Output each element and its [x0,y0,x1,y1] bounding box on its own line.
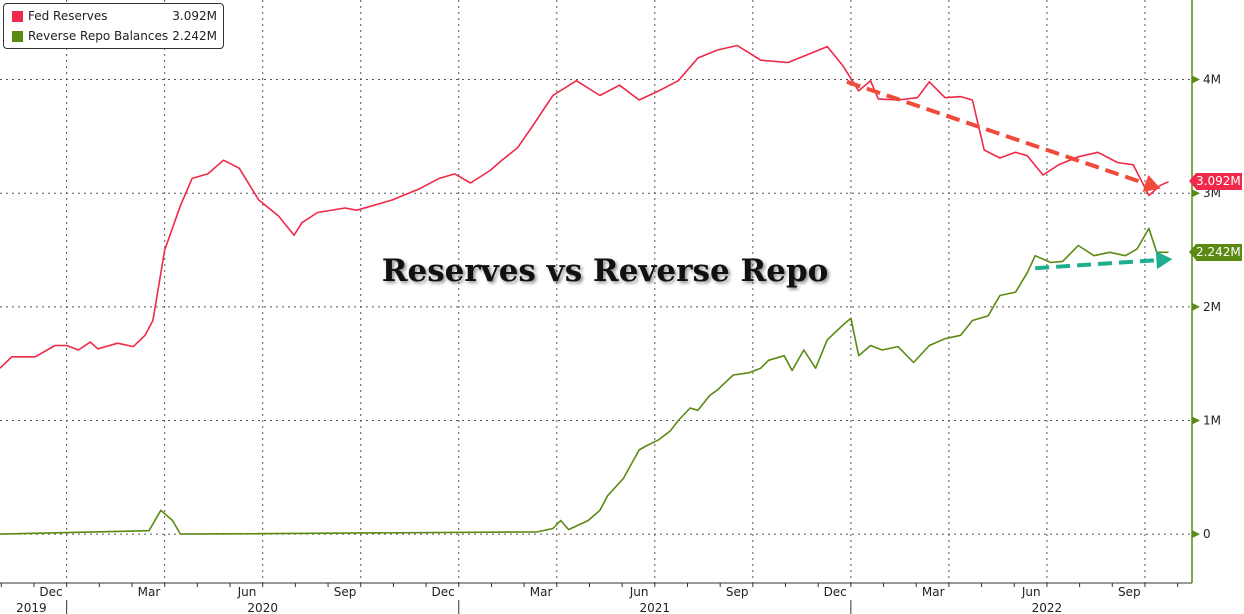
legend-swatch [12,30,23,42]
legend-item-reverse-repo: Reverse Repo Balances 2.242M [12,28,217,44]
x-tick-label: Sep [1118,585,1141,599]
y-tick-label: 4M [1203,73,1221,87]
x-year-label: 2022 [1032,601,1063,614]
trend-arrow-head [1155,251,1173,270]
chart-title: Reserves vs Reverse Repo [381,253,829,289]
legend-swatch [12,10,23,22]
y-tick-label: 0 [1203,527,1211,541]
legend-label: Fed Reserves [28,9,108,23]
x-tick-label: Dec [39,585,62,599]
series-line-reverse-repo [0,227,1169,535]
y-tick-label: 1M [1203,413,1221,427]
last-value-label-fed-reserves: 3.092M [1189,173,1242,191]
y-tick-marker [1192,75,1200,84]
series-line-fed-reserves [0,44,1169,369]
x-tick-label: Dec [824,585,847,599]
y-tick-marker [1192,189,1200,198]
x-year-label: 2021 [640,601,671,614]
last-value-label-reverse-repo: 2.242M [1189,243,1242,261]
y-tick-marker [1192,530,1200,539]
legend-label: Reverse Repo Balances [28,29,169,43]
legend-value: 3.092M [172,9,217,23]
x-tick-label: Dec [431,585,454,599]
legend-item-fed-reserves: Fed Reserves 3.092M [12,8,217,24]
x-year-label: 2020 [247,601,278,614]
y-tick-label: 2M [1203,300,1221,314]
x-tick-label: Jun [237,585,257,599]
trend-arrow-line [846,79,1147,186]
x-tick-label: Sep [726,585,749,599]
x-tick-label: Jun [1021,585,1041,599]
x-tick-label: Mar [138,585,161,599]
y-tick-marker [1192,416,1200,425]
x-tick-label: Sep [334,585,357,599]
legend: Fed Reserves 3.092M Reverse Repo Balance… [3,3,224,49]
x-tick-label: Jun [629,585,649,599]
legend-value: 2.242M [172,29,217,43]
y-tick-marker [1192,302,1200,311]
x-tick-label: Mar [530,585,553,599]
x-year-label: 2019 [16,601,47,614]
x-tick-label: Mar [922,585,945,599]
trend-arrow-head [1142,174,1161,193]
